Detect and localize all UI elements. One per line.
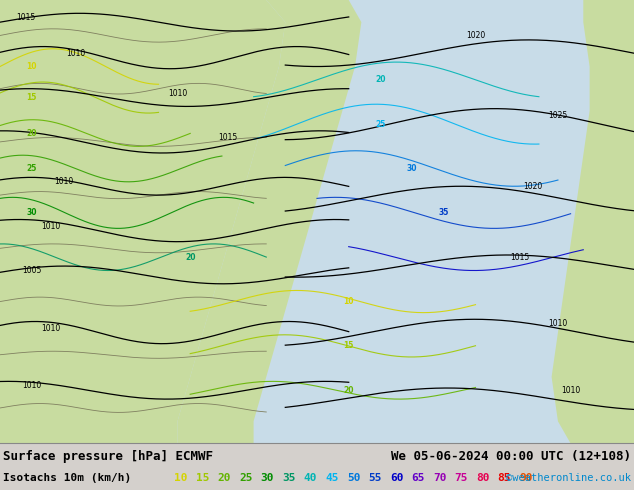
Text: 20: 20 — [27, 128, 37, 138]
Polygon shape — [552, 0, 634, 443]
Text: 30: 30 — [27, 208, 37, 218]
Text: 1020: 1020 — [466, 31, 485, 40]
Text: 1025: 1025 — [548, 111, 567, 120]
Text: Isotachs 10m (km/h): Isotachs 10m (km/h) — [3, 473, 145, 483]
Text: 1010: 1010 — [41, 324, 60, 333]
Text: 1005: 1005 — [22, 266, 41, 275]
Text: 10: 10 — [344, 297, 354, 306]
Text: 1010: 1010 — [67, 49, 86, 58]
Text: 15: 15 — [344, 342, 354, 350]
Text: 85: 85 — [498, 473, 511, 483]
Text: We 05-06-2024 00:00 UTC (12+108): We 05-06-2024 00:00 UTC (12+108) — [391, 450, 631, 463]
Text: 50: 50 — [347, 473, 360, 483]
Text: 1015: 1015 — [16, 13, 35, 22]
Text: 1015: 1015 — [510, 253, 529, 262]
Text: 65: 65 — [411, 473, 425, 483]
Text: 10: 10 — [174, 473, 188, 483]
Text: 70: 70 — [433, 473, 446, 483]
Text: 20: 20 — [375, 75, 385, 84]
Text: 80: 80 — [476, 473, 489, 483]
Text: 25: 25 — [375, 120, 385, 129]
Text: 40: 40 — [304, 473, 317, 483]
Text: 20: 20 — [344, 386, 354, 395]
Text: 25: 25 — [239, 473, 252, 483]
Text: 30: 30 — [407, 164, 417, 173]
Polygon shape — [0, 0, 285, 443]
Text: 15: 15 — [196, 473, 209, 483]
Text: 25: 25 — [27, 164, 37, 173]
Text: 1020: 1020 — [523, 182, 542, 191]
Text: 90: 90 — [519, 473, 533, 483]
Text: ©weatheronline.co.uk: ©weatheronline.co.uk — [506, 473, 631, 483]
Text: Surface pressure [hPa] ECMWF: Surface pressure [hPa] ECMWF — [3, 450, 213, 463]
Text: 55: 55 — [368, 473, 382, 483]
Text: 1010: 1010 — [561, 386, 580, 395]
Text: 1010: 1010 — [168, 89, 187, 98]
Text: 1015: 1015 — [219, 133, 238, 142]
Text: 60: 60 — [390, 473, 403, 483]
Text: 20: 20 — [217, 473, 231, 483]
Text: 35: 35 — [439, 208, 449, 218]
Text: 75: 75 — [455, 473, 468, 483]
Text: 15: 15 — [27, 93, 37, 102]
Text: 45: 45 — [325, 473, 339, 483]
Text: 35: 35 — [282, 473, 295, 483]
Text: 1010: 1010 — [548, 319, 567, 328]
Text: 1010: 1010 — [41, 221, 60, 231]
Text: 30: 30 — [261, 473, 274, 483]
Text: 10: 10 — [27, 62, 37, 71]
Text: 1010: 1010 — [22, 381, 41, 391]
Text: 20: 20 — [185, 253, 195, 262]
Text: 1010: 1010 — [54, 177, 73, 186]
Polygon shape — [178, 0, 361, 443]
